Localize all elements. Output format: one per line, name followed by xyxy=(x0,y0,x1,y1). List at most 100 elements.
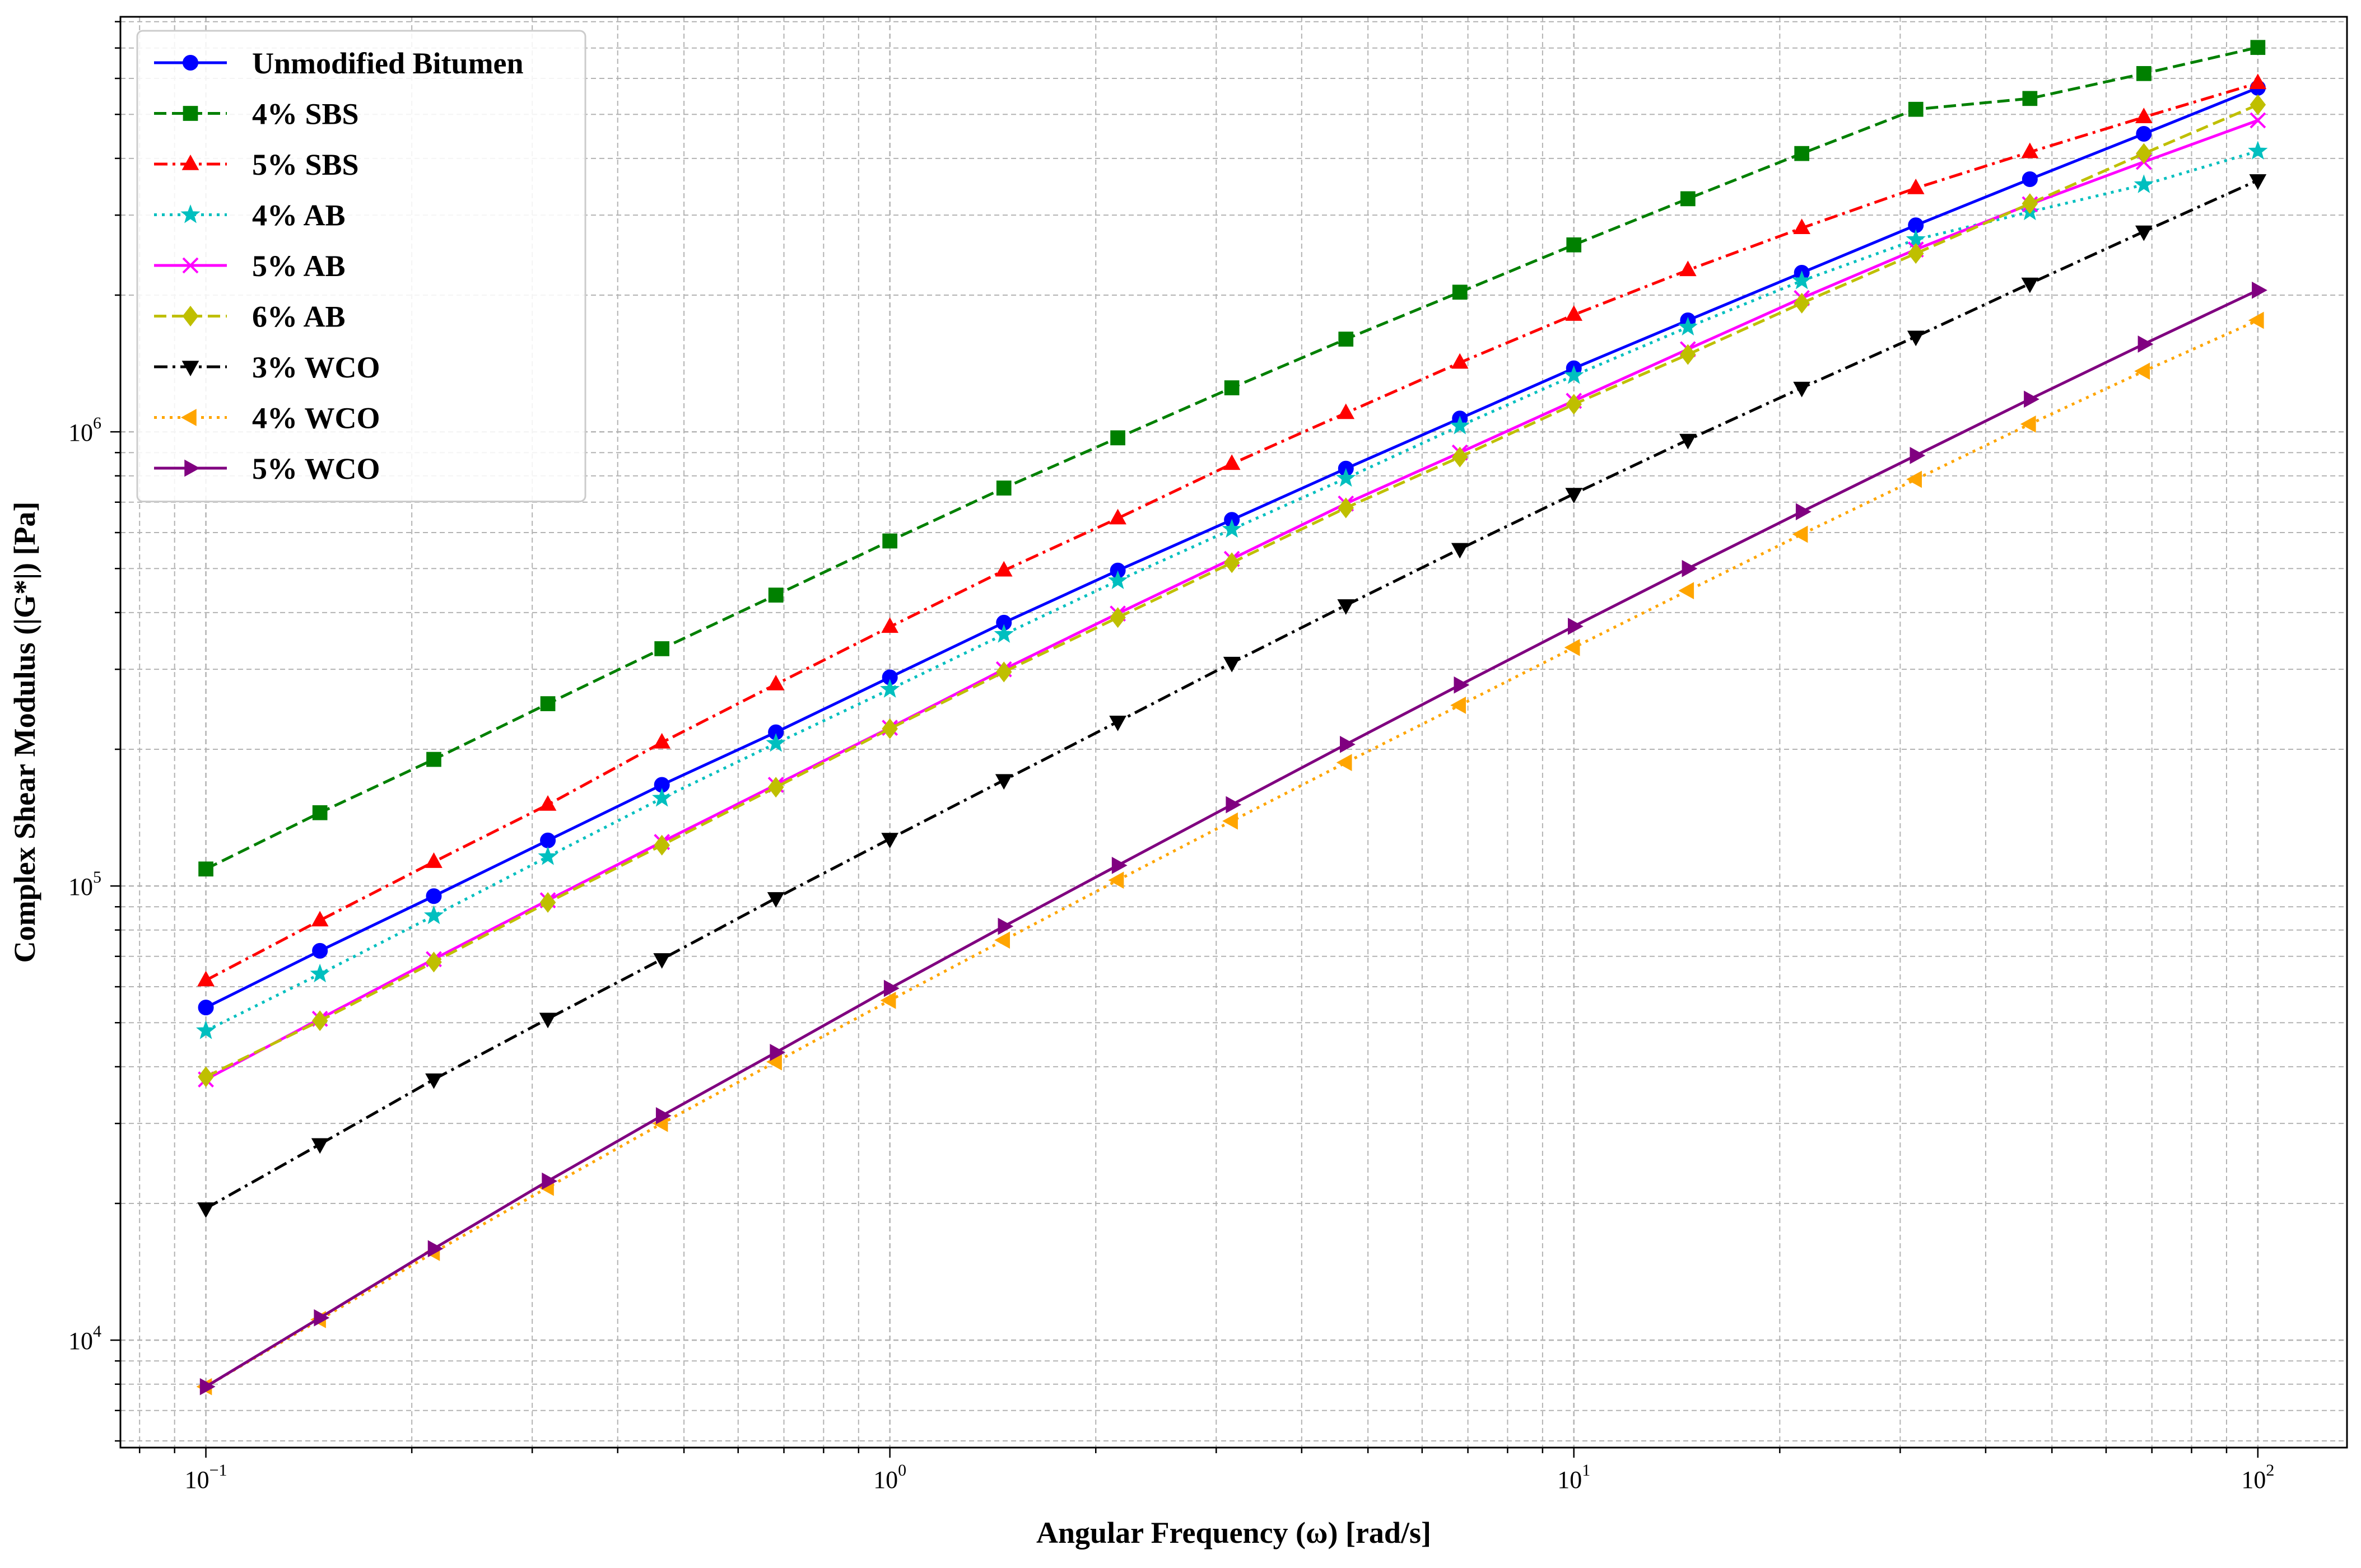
data-point xyxy=(994,931,1010,949)
y-tick-label: 104 xyxy=(68,1322,101,1355)
data-point xyxy=(1108,871,1124,889)
data-point xyxy=(767,777,784,798)
data-point xyxy=(195,1020,216,1039)
data-point xyxy=(767,892,785,908)
data-point xyxy=(2248,311,2264,329)
data-point xyxy=(994,624,1014,643)
legend-item-5pct-ab: 5% AB xyxy=(154,249,346,283)
data-point xyxy=(1450,697,1466,714)
data-point xyxy=(198,1000,214,1016)
legend-label: 4% WCO xyxy=(252,402,380,435)
data-point xyxy=(1680,344,1696,365)
data-point xyxy=(426,888,442,904)
data-point xyxy=(998,917,1014,935)
data-point xyxy=(880,992,896,1009)
data-point xyxy=(426,752,441,767)
data-point xyxy=(2022,171,2038,187)
legend-label: 5% WCO xyxy=(252,452,380,486)
data-point xyxy=(198,1066,214,1088)
legend-marker xyxy=(180,409,197,426)
data-point xyxy=(2249,174,2267,190)
data-point xyxy=(652,788,672,807)
data-point xyxy=(2250,40,2266,55)
legend-box xyxy=(136,30,586,502)
data-point xyxy=(538,846,558,865)
data-point xyxy=(654,641,670,656)
data-point xyxy=(1109,716,1126,731)
legend-item-5pct-sbs: 5% SBS xyxy=(154,148,359,181)
data-point xyxy=(995,774,1013,790)
legend-label: 5% AB xyxy=(252,249,346,283)
data-point xyxy=(1451,543,1469,559)
legend-marker xyxy=(181,361,199,377)
series-4pct-sbs xyxy=(198,40,2266,877)
data-point xyxy=(311,911,329,927)
data-point xyxy=(426,951,442,973)
legend-label: 5% SBS xyxy=(252,148,359,181)
data-point xyxy=(1906,470,1922,488)
data-point xyxy=(1678,316,1698,336)
data-point xyxy=(1222,812,1238,830)
data-point xyxy=(1336,468,1356,487)
data-point xyxy=(880,679,900,698)
x-tick-label: 100 xyxy=(873,1461,906,1494)
legend-marker xyxy=(183,55,198,71)
data-point xyxy=(1682,559,1698,577)
data-point xyxy=(1568,618,1584,635)
data-point xyxy=(995,661,1012,683)
x-tick-label: 10−1 xyxy=(185,1461,227,1494)
data-point xyxy=(1907,330,1925,347)
data-point xyxy=(1109,508,1126,525)
legend-marker xyxy=(181,154,199,170)
legend-item-4pct-sbs: 4% SBS xyxy=(154,97,359,131)
data-point xyxy=(1565,305,1583,321)
x-tick-label: 102 xyxy=(2241,1461,2274,1494)
legend-label: 6% AB xyxy=(252,300,346,334)
data-point xyxy=(1792,270,1812,290)
data-point xyxy=(542,1172,558,1190)
data-point xyxy=(311,1010,328,1032)
legend-item-4pct-wco: 4% WCO xyxy=(154,402,380,435)
data-point xyxy=(1794,146,1810,161)
data-point xyxy=(2134,174,2154,193)
data-point xyxy=(425,852,443,868)
legend-item-3pct-wco: 3% WCO xyxy=(154,351,380,384)
y-tick-label: 106 xyxy=(68,414,101,446)
data-point xyxy=(2134,362,2150,380)
data-point xyxy=(653,732,671,749)
data-point xyxy=(199,1378,216,1396)
data-point xyxy=(2252,281,2267,299)
data-point xyxy=(423,905,444,925)
data-point xyxy=(197,1202,215,1218)
data-point xyxy=(1795,503,1812,521)
legend-marker xyxy=(182,305,199,327)
legend-label: 4% SBS xyxy=(252,97,359,131)
data-point xyxy=(1680,191,1696,207)
data-point xyxy=(1679,260,1697,277)
data-point xyxy=(2248,141,2268,160)
data-point xyxy=(539,1012,557,1029)
data-point xyxy=(1678,582,1694,600)
data-point xyxy=(2135,108,2153,123)
legend-marker xyxy=(183,106,198,121)
data-point xyxy=(2022,193,2038,214)
data-point xyxy=(1910,447,1926,464)
data-point xyxy=(2136,143,2152,164)
data-point xyxy=(2249,73,2267,90)
data-point xyxy=(311,1138,329,1154)
data-point xyxy=(1452,284,1468,300)
data-point xyxy=(767,674,785,690)
data-point xyxy=(881,833,899,848)
data-point xyxy=(1792,525,1808,543)
data-point xyxy=(1451,353,1469,369)
data-point xyxy=(540,832,556,848)
data-point xyxy=(1340,735,1356,753)
data-point xyxy=(1111,857,1128,874)
data-point xyxy=(539,795,557,811)
data-point xyxy=(1454,676,1470,694)
data-point xyxy=(1564,638,1580,656)
data-point xyxy=(1338,332,1354,347)
data-point xyxy=(881,617,899,633)
data-point xyxy=(1907,243,1924,264)
series-group xyxy=(195,40,2268,1396)
